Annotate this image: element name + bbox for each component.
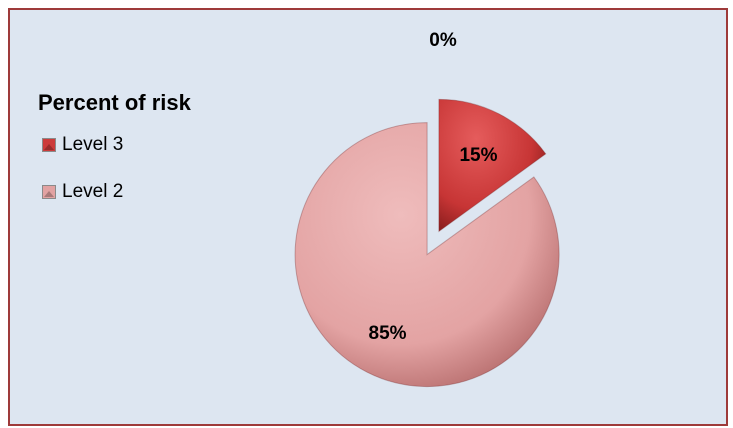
legend-label-level-3: Level 3 — [62, 134, 124, 155]
legend-item-level-2: Level 2 — [42, 181, 123, 203]
legend-title: Percent of risk — [38, 90, 191, 115]
data-label-level-3: 15% — [459, 145, 497, 166]
pie-slices — [294, 98, 560, 388]
legend-item-level-3: Level 3 — [42, 134, 123, 156]
pie-slice-level-3 — [438, 98, 547, 233]
data-label-zero: 0% — [429, 30, 457, 51]
data-label-level-2: 85% — [369, 323, 407, 344]
legend-swatch-level-2 — [42, 185, 56, 199]
legend-label-level-2: Level 2 — [62, 181, 124, 202]
legend-swatch-level-3 — [42, 138, 56, 152]
pie-slice-level-2 — [294, 122, 560, 388]
